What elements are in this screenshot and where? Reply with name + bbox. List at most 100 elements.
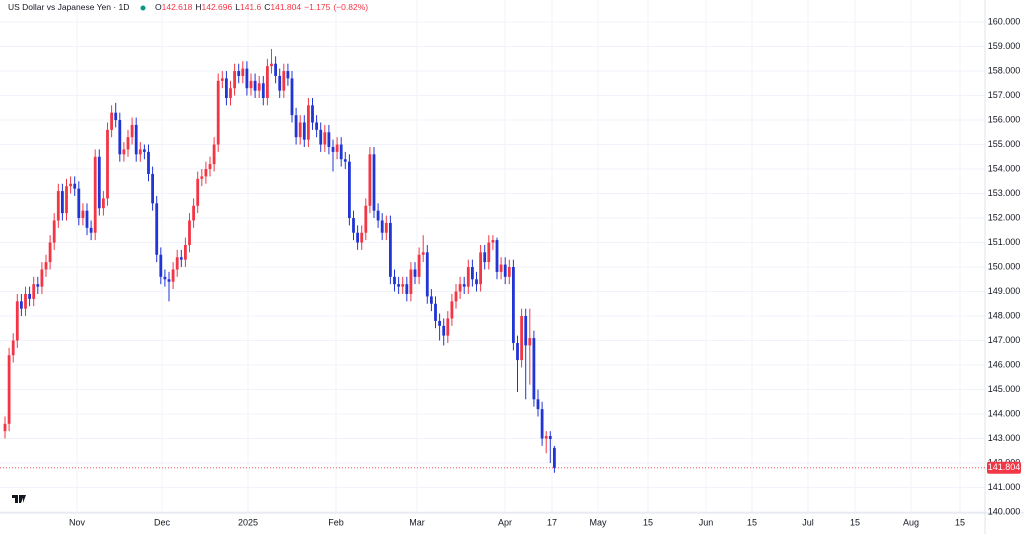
ohlc-label: H xyxy=(195,2,201,12)
candle-body xyxy=(532,338,536,400)
y-tick-label: 149.000 xyxy=(988,286,1021,296)
candle-body xyxy=(471,267,474,280)
candle-body xyxy=(311,105,314,123)
candle-body xyxy=(130,124,134,138)
candle-body xyxy=(102,198,105,209)
candle-body xyxy=(450,301,454,319)
candle-body xyxy=(376,210,380,221)
candle-body xyxy=(266,66,269,98)
candle-body xyxy=(257,83,261,91)
candle-body xyxy=(204,169,208,177)
candle-body xyxy=(249,80,253,89)
x-tick-label: Jul xyxy=(802,517,814,527)
candle-body xyxy=(151,173,154,204)
candle-body xyxy=(458,284,462,292)
y-tick-label: 144.000 xyxy=(988,408,1021,418)
candle-body xyxy=(69,183,72,187)
candle-body xyxy=(85,210,89,228)
x-tick-label: Mar xyxy=(409,517,425,527)
x-tick-label: Apr xyxy=(498,517,512,527)
candle-body xyxy=(356,232,359,243)
y-tick-label: 151.000 xyxy=(988,237,1021,247)
candle-body xyxy=(524,316,528,346)
ohlc-label: C xyxy=(264,2,270,12)
candle-body xyxy=(44,262,48,270)
candle-body xyxy=(163,276,167,280)
x-tick-label: 15 xyxy=(747,517,757,527)
candle-body xyxy=(241,68,245,76)
candle-body xyxy=(220,78,224,81)
y-tick-label: 145.000 xyxy=(988,384,1021,394)
candle-body xyxy=(483,252,487,263)
candle-body xyxy=(15,301,19,341)
candle-body xyxy=(237,71,241,76)
candle-body xyxy=(134,124,138,155)
candle-body xyxy=(294,115,298,138)
candle-body xyxy=(368,154,372,206)
candle-body xyxy=(159,254,163,277)
candle-body xyxy=(89,227,93,233)
legend-header: US Dollar vs Japanese Yen · 1D xyxy=(8,2,129,12)
last-price-box xyxy=(987,461,1021,474)
candle-body xyxy=(364,205,368,233)
candle-body xyxy=(261,83,265,98)
candle-body xyxy=(401,284,405,287)
symbol-title: US Dollar vs Japanese Yen · 1D xyxy=(8,2,129,12)
x-tick-label: 2025 xyxy=(238,517,258,527)
candle-body xyxy=(110,112,113,130)
candle-body xyxy=(430,296,433,304)
ohlc-value: 142.696 xyxy=(202,2,233,12)
logo-glyph xyxy=(12,495,26,503)
candle-body xyxy=(520,316,523,361)
candles xyxy=(3,48,556,473)
market-status-dot xyxy=(140,5,146,11)
x-tick-label: Dec xyxy=(154,517,171,527)
candle-body xyxy=(417,254,421,277)
candle-body xyxy=(73,183,77,189)
candle-body xyxy=(413,269,417,277)
y-tick-label: 158.000 xyxy=(988,65,1021,75)
candle-body xyxy=(225,78,228,98)
candle-body xyxy=(454,291,458,302)
candle-body xyxy=(466,267,470,287)
candle-body xyxy=(93,156,97,233)
candle-body xyxy=(138,149,142,155)
change-percent: (−0.82%) xyxy=(333,2,368,12)
ohlc-values: O142.618 H142.696 L141.6 C141.804 −1.175 (−0.… xyxy=(155,2,368,12)
candle-body xyxy=(77,188,81,219)
candle-body xyxy=(52,220,56,243)
candle-body xyxy=(384,222,388,233)
candle-body xyxy=(290,78,294,116)
candle-body xyxy=(528,338,532,346)
last-price-label: 141.804 xyxy=(988,462,1021,472)
y-tick-label: 141.000 xyxy=(988,482,1021,492)
candle-body xyxy=(499,264,503,272)
candle-body xyxy=(278,75,282,91)
x-tick-label: 15 xyxy=(643,517,653,527)
candle-body xyxy=(245,68,249,89)
candle-body xyxy=(544,436,548,439)
candle-body xyxy=(286,71,290,79)
candle-body xyxy=(179,257,183,260)
candle-body xyxy=(143,149,146,152)
y-tick-label: 152.000 xyxy=(988,212,1021,222)
candle-body xyxy=(548,436,552,439)
change: −1.175 xyxy=(304,2,331,12)
x-tick-label: 17 xyxy=(547,517,557,527)
y-tick-label: 154.000 xyxy=(988,163,1021,173)
y-tick-label: 160.000 xyxy=(988,16,1021,26)
tradingview-logo xyxy=(10,491,28,507)
candle-body xyxy=(56,191,60,221)
candle-body xyxy=(200,176,204,179)
candle-body xyxy=(409,269,413,294)
candle-body xyxy=(360,232,364,243)
candle-body xyxy=(61,191,64,214)
candle-body xyxy=(487,242,491,263)
candle-body xyxy=(216,80,220,145)
candle-body xyxy=(479,252,482,285)
candle-body xyxy=(97,156,101,209)
candle-body xyxy=(40,269,44,287)
candle-body xyxy=(147,151,150,174)
ohlc-value: 141.6 xyxy=(240,2,262,12)
candle-body xyxy=(81,210,85,219)
